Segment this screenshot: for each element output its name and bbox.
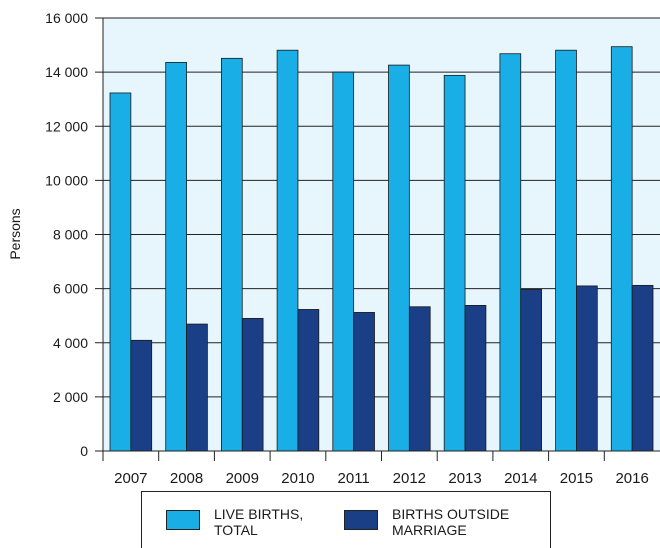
bar-live-births-2009 (220, 57, 243, 452)
axes (95, 18, 660, 461)
bar-outside-marriage-2013 (464, 305, 487, 452)
bar-outside-marriage-2012 (408, 306, 431, 452)
y-tick-label: 6 000 (53, 281, 88, 297)
y-tick-labels: 0 2 000 4 000 6 000 8 000 10 000 12 000 14 000 1… (45, 10, 103, 459)
bar-live-births-2008 (165, 61, 187, 452)
bars (109, 46, 654, 452)
y-tick-label: 0 (80, 443, 88, 459)
bar-outside-marriage-2016 (631, 284, 654, 452)
bar-live-births-2013 (443, 74, 466, 452)
x-tick-label: 2015 (560, 470, 593, 487)
bar-live-births-2010 (276, 49, 299, 452)
bar-outside-marriage-2014 (520, 289, 543, 452)
y-tick-label: 2 000 (53, 389, 88, 405)
x-tick-labels: 2007 2008 2009 2010 2011 2012 2013 2014 2015 2016 (114, 451, 649, 487)
x-tick-label: 2008 (170, 470, 203, 487)
bar-live-births-2016 (610, 46, 633, 452)
legend-swatch-outside-marriage (344, 510, 378, 530)
y-tick-label: 4 000 (53, 335, 88, 351)
y-tick-label: 12 000 (45, 118, 88, 134)
x-tick-label: 2009 (226, 470, 259, 487)
y-tick-label: 8 000 (53, 227, 88, 243)
bar-live-births-2012 (388, 64, 410, 452)
legend-item-outside-marriage: BIRTHS OUTSIDE MARRIAGE (344, 506, 542, 538)
legend: LIVE BIRTHS, TOTAL BIRTHS OUTSIDE MARRIA… (141, 491, 551, 548)
y-tick-label: 10 000 (45, 172, 88, 188)
x-tick-label: 2007 (114, 470, 147, 487)
y-tick-label: 14 000 (45, 64, 88, 80)
y-axis-label: Persons (7, 208, 23, 259)
x-tick-label: 2012 (393, 470, 426, 487)
bar-outside-marriage-2008 (186, 323, 208, 452)
bar-outside-marriage-2015 (576, 285, 598, 452)
bar-outside-marriage-2007 (130, 339, 153, 452)
bar-live-births-2015 (555, 49, 577, 452)
x-tick-label: 2014 (504, 470, 537, 487)
x-tick-label: 2016 (615, 470, 648, 487)
legend-label-outside-marriage: BIRTHS OUTSIDE MARRIAGE (392, 506, 510, 538)
y-tick-label: 16 000 (45, 10, 88, 26)
x-tick-label: 2010 (281, 470, 314, 487)
bar-outside-marriage-2009 (241, 317, 264, 452)
bar-outside-marriage-2010 (297, 309, 320, 452)
bar-live-births-2007 (109, 92, 132, 452)
x-tick-label: 2011 (338, 470, 370, 487)
bar-live-births-2011 (332, 71, 355, 452)
legend-swatch-live-births (166, 510, 200, 530)
legend-label-live-births: LIVE BIRTHS, TOTAL (214, 506, 304, 538)
bar-outside-marriage-2011 (353, 312, 375, 452)
legend-item-live-births: LIVE BIRTHS, TOTAL (166, 506, 364, 538)
bar-live-births-2014 (499, 53, 522, 452)
x-tick-label: 2013 (448, 470, 481, 487)
